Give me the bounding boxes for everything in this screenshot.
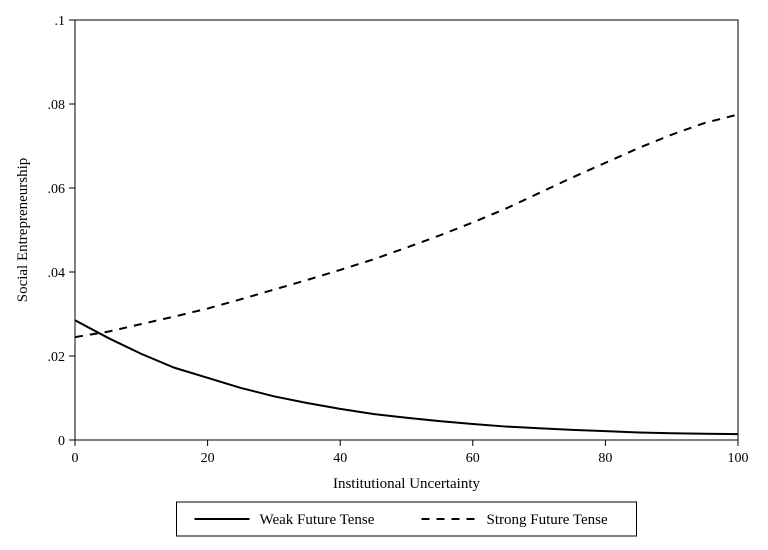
x-tick-label: 40 xyxy=(333,451,347,466)
x-tick-label: 60 xyxy=(466,451,480,466)
legend-label-0: Weak Future Tense xyxy=(260,512,375,528)
y-tick-label: .1 xyxy=(55,14,66,29)
line-chart: 0 20 40 60 80 100 0 .02 .04 .06 .08 .1 Institutional… xyxy=(0,0,768,550)
x-tick-label: 100 xyxy=(728,451,749,466)
x-tick-label: 0 xyxy=(72,451,79,466)
x-tick-label: 80 xyxy=(598,451,612,466)
y-axis-label: Social Entrepreneurship xyxy=(15,158,31,303)
y-tick-label: 0 xyxy=(58,434,65,449)
x-axis-label: Institutional Uncertainty xyxy=(333,476,481,492)
y-tick-label: .02 xyxy=(48,350,66,365)
chart-container: 0 20 40 60 80 100 0 .02 .04 .06 .08 .1 Institutional… xyxy=(0,0,768,550)
y-tick-label: .06 xyxy=(48,182,66,197)
y-tick-label: .08 xyxy=(48,98,66,113)
x-tick-label: 20 xyxy=(201,451,215,466)
legend-label-1: Strong Future Tense xyxy=(487,512,609,528)
y-tick-label: .04 xyxy=(48,266,66,281)
